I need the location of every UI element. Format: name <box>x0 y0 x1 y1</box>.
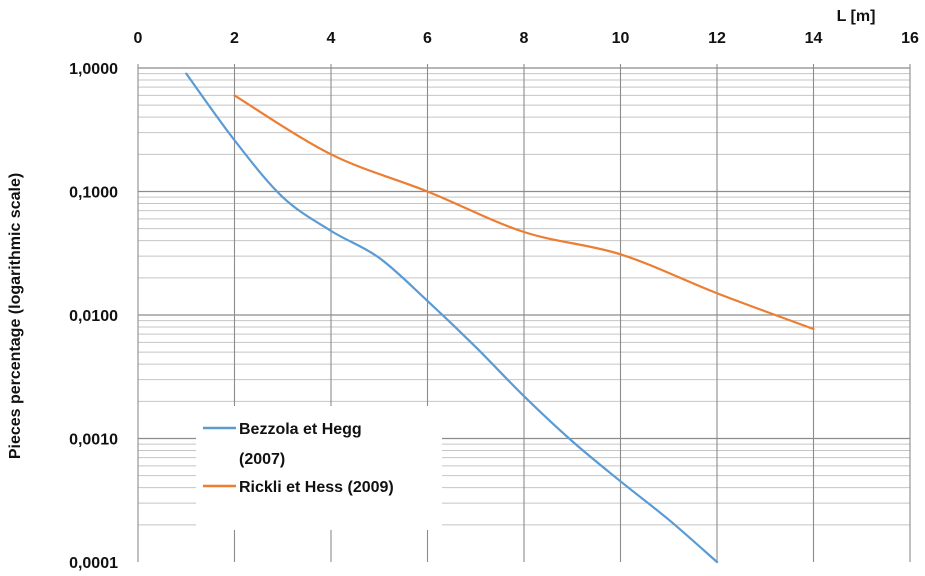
x-tick-label: 8 <box>520 30 529 47</box>
series-line-1 <box>185 72 719 564</box>
x-tick-label: 0 <box>134 30 143 47</box>
legend-label-2: Rickli et Hess (2009) <box>239 479 394 496</box>
legend: Bezzola et Hegg (2007) Rickli et Hess (200… <box>196 406 442 530</box>
x-tick-label: 12 <box>708 30 726 47</box>
x-tick-label: 2 <box>230 30 239 47</box>
y-tick-label: 0,0001 <box>69 555 118 572</box>
x-tick-label: 14 <box>805 30 823 47</box>
legend-label-1: Bezzola et Hegg <box>239 421 362 438</box>
x-tick-label: 16 <box>901 30 919 47</box>
y-tick-label: 0,1000 <box>69 185 118 202</box>
legend-label-1: (2007) <box>239 451 285 468</box>
x-tick-label: 6 <box>423 30 432 47</box>
series-line-2 <box>233 94 815 331</box>
y-axis-label: Pieces percentage (logarithmic scale) <box>7 173 24 459</box>
series-lines <box>185 72 815 564</box>
x-axis-ticks: 0 2 4 6 8 10 12 14 16 <box>134 30 919 47</box>
x-axis-label: L [m] <box>837 8 876 25</box>
y-tick-label: 0,0010 <box>69 432 118 449</box>
x-tick-label: 10 <box>612 30 630 47</box>
y-tick-label: 0,0100 <box>69 308 118 325</box>
x-tick-label: 4 <box>327 30 336 47</box>
y-tick-label: 1,0000 <box>69 61 118 78</box>
y-axis-ticks: 1,0000 0,1000 0,0100 0,0010 0,0001 <box>69 61 118 572</box>
legend-box <box>196 406 442 530</box>
